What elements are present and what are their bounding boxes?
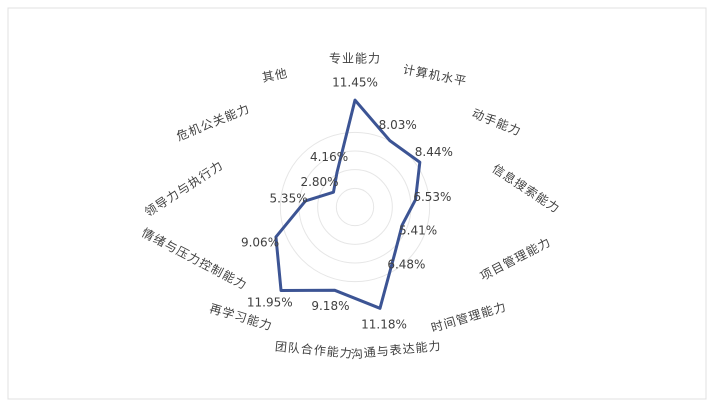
value-label: 11.95%: [247, 296, 293, 310]
value-label: 11.45%: [332, 76, 378, 90]
value-label: 4.16%: [310, 150, 348, 164]
value-label: 6.53%: [413, 190, 451, 204]
value-label: 11.18%: [361, 317, 407, 331]
category-label: 其他: [261, 66, 289, 85]
value-label: 5.41%: [399, 223, 437, 237]
category-label: 专业能力: [329, 51, 381, 66]
value-label: 6.48%: [387, 257, 425, 271]
value-label: 8.44%: [415, 145, 453, 159]
value-label: 5.35%: [269, 191, 307, 205]
value-label: 9.18%: [311, 299, 349, 313]
grid-ring: [279, 131, 431, 283]
value-label: 8.03%: [379, 118, 417, 132]
value-label: 2.80%: [300, 175, 338, 189]
radar-line: [274, 98, 422, 310]
grid-ring: [317, 169, 393, 245]
grid-ring: [335, 187, 375, 227]
chart-frame: [7, 7, 707, 400]
value-label: 9.06%: [241, 236, 279, 250]
